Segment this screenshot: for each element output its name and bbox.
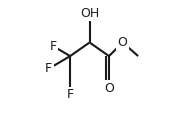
Text: OH: OH xyxy=(80,7,99,20)
Text: F: F xyxy=(67,88,74,101)
Text: F: F xyxy=(45,62,52,75)
Text: O: O xyxy=(118,36,128,49)
Text: F: F xyxy=(50,40,57,53)
Text: O: O xyxy=(104,82,114,95)
